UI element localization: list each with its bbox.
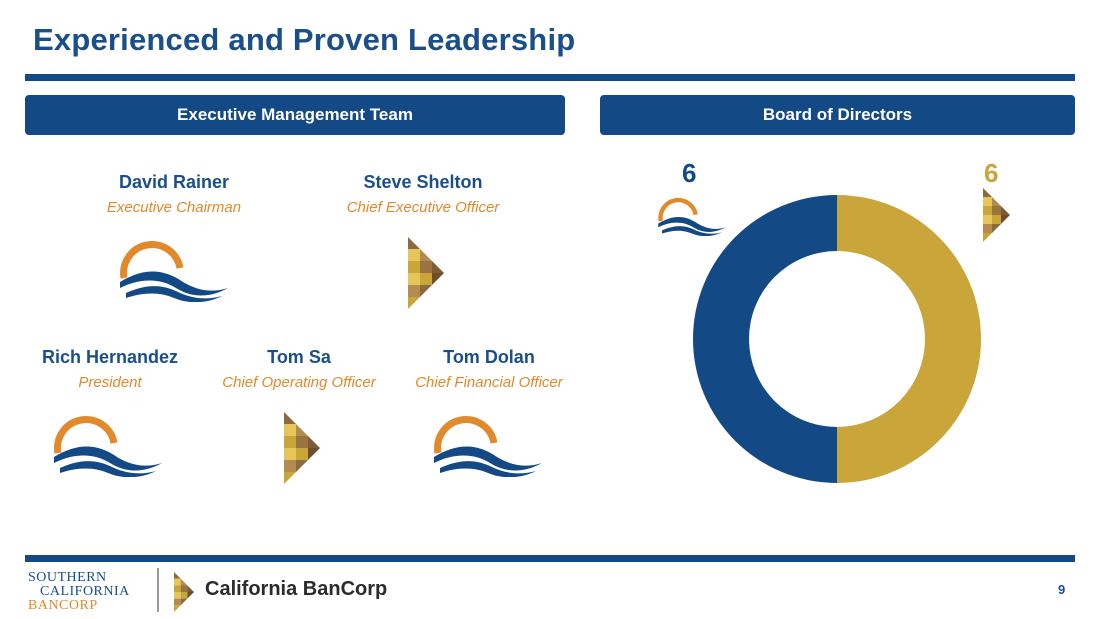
cbc-triangle-icon bbox=[408, 237, 444, 309]
header-rule bbox=[25, 74, 1075, 81]
exec-tom-sa: Tom Sa Chief Operating Officer bbox=[209, 347, 389, 391]
cbc-triangle-icon bbox=[174, 572, 194, 612]
exec-rich-hernandez: Rich Hernandez President bbox=[20, 347, 200, 391]
brand2-wordmark: California BanCorp bbox=[205, 578, 388, 600]
brand1-line2: CALIFORNIA bbox=[40, 584, 130, 599]
exec-role: President bbox=[78, 374, 142, 391]
scb-sun-wave-icon bbox=[658, 197, 726, 236]
exec-name: David Rainer bbox=[118, 172, 230, 192]
footer-divider bbox=[157, 568, 159, 612]
exec-steve-shelton: Steve Shelton Chief Executive Officer bbox=[333, 172, 513, 216]
scb-sun-wave-icon bbox=[434, 416, 542, 477]
page-title: Experienced and Proven Leadership bbox=[33, 22, 576, 57]
page-number: 9 bbox=[1058, 582, 1066, 597]
donut-slice-0 bbox=[837, 195, 981, 483]
board-count-cbc: 6 bbox=[984, 158, 999, 188]
donut-slice-1 bbox=[693, 195, 837, 483]
exec-tom-dolan: Tom Dolan Chief Financial Officer bbox=[399, 347, 579, 391]
exec-role: Executive Chairman bbox=[106, 199, 242, 216]
exec-team-header: Executive Management Team bbox=[25, 95, 565, 135]
exec-role: Chief Executive Officer bbox=[346, 199, 500, 216]
exec-name: Tom Dolan bbox=[443, 347, 535, 367]
exec-role: Chief Operating Officer bbox=[222, 374, 376, 391]
brand1-line3: BANCORP bbox=[28, 598, 98, 613]
board-header: Board of Directors bbox=[600, 95, 1075, 135]
exec-name: Tom Sa bbox=[267, 347, 331, 367]
exec-david-rainer: David Rainer Executive Chairman bbox=[84, 172, 264, 216]
scb-sun-wave-icon bbox=[54, 416, 162, 477]
board-count-scb: 6 bbox=[682, 158, 697, 188]
board-donut-chart bbox=[693, 195, 981, 483]
footer-rule bbox=[25, 555, 1075, 562]
exec-role: Chief Financial Officer bbox=[415, 374, 563, 391]
exec-name: Steve Shelton bbox=[363, 172, 483, 192]
brand1-line1: SOUTHERN bbox=[28, 570, 107, 585]
cbc-triangle-icon bbox=[284, 412, 320, 484]
cbc-triangle-icon bbox=[983, 188, 1010, 242]
scb-sun-wave-icon bbox=[120, 241, 228, 302]
exec-name: Rich Hernandez bbox=[41, 347, 179, 367]
